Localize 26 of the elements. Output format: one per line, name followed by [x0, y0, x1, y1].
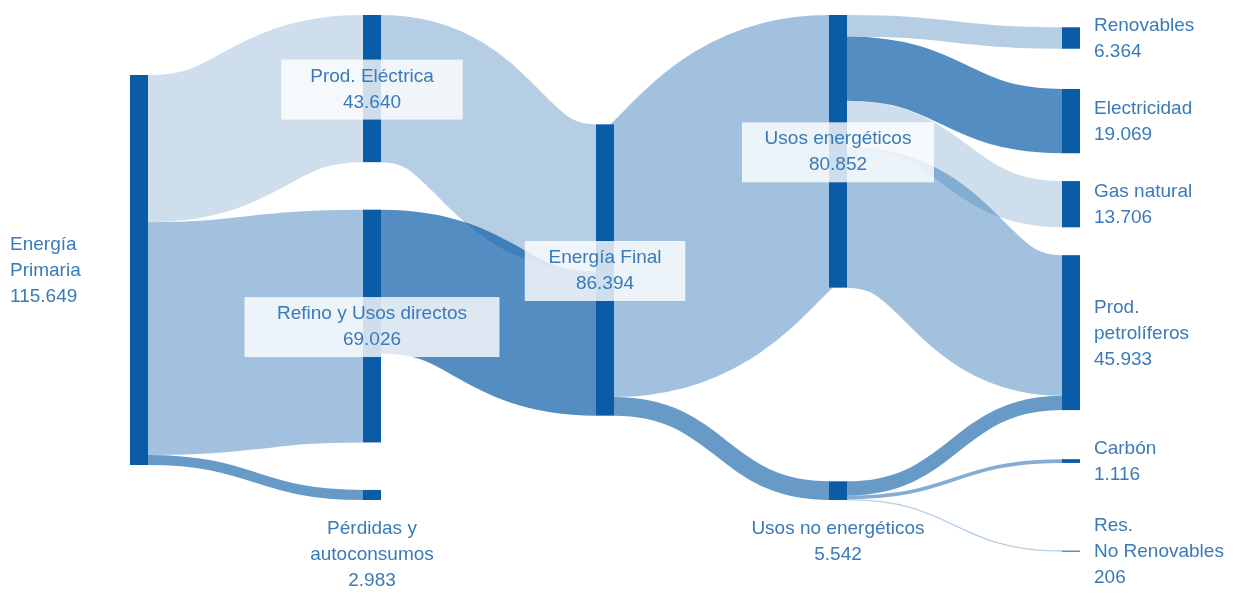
category-label: Pérdidas y autoconsumos	[310, 517, 434, 564]
category-label: Prod. petrolíferos	[1094, 295, 1190, 343]
category-label: Refino y Usos directos	[276, 302, 468, 324]
data-label: 80.852	[808, 153, 868, 175]
category-label: Renovables	[1094, 14, 1195, 35]
category-label: Electricidad	[1094, 97, 1193, 119]
data-label: 6.364	[1094, 40, 1142, 61]
data-label: 206	[1094, 566, 1126, 587]
category-label: Usos energéticos	[764, 127, 912, 149]
data-label: 2.983	[348, 569, 396, 590]
data-label: 86.394	[575, 272, 635, 293]
category-label: Energía Final	[548, 246, 662, 267]
data-label: 43.640	[342, 90, 402, 112]
category-label: Prod. Eléctrica	[310, 64, 435, 86]
data-label: 45.933	[1094, 347, 1153, 369]
data-label: 13.706	[1094, 206, 1153, 228]
category-label: Carbón	[1094, 437, 1157, 459]
data-label: 19.069	[1094, 123, 1153, 145]
category-label: Energía Primaria	[10, 233, 82, 280]
category-label: Res. No Renovables	[1094, 514, 1224, 561]
data-label: 5.542	[814, 543, 862, 564]
category-label: Usos no energéticos	[751, 517, 925, 538]
data-label: 115.649	[10, 285, 78, 306]
data-label: 1.116	[1094, 463, 1141, 485]
category-label: Gas natural	[1094, 180, 1193, 202]
data-label: 69.026	[342, 328, 402, 350]
